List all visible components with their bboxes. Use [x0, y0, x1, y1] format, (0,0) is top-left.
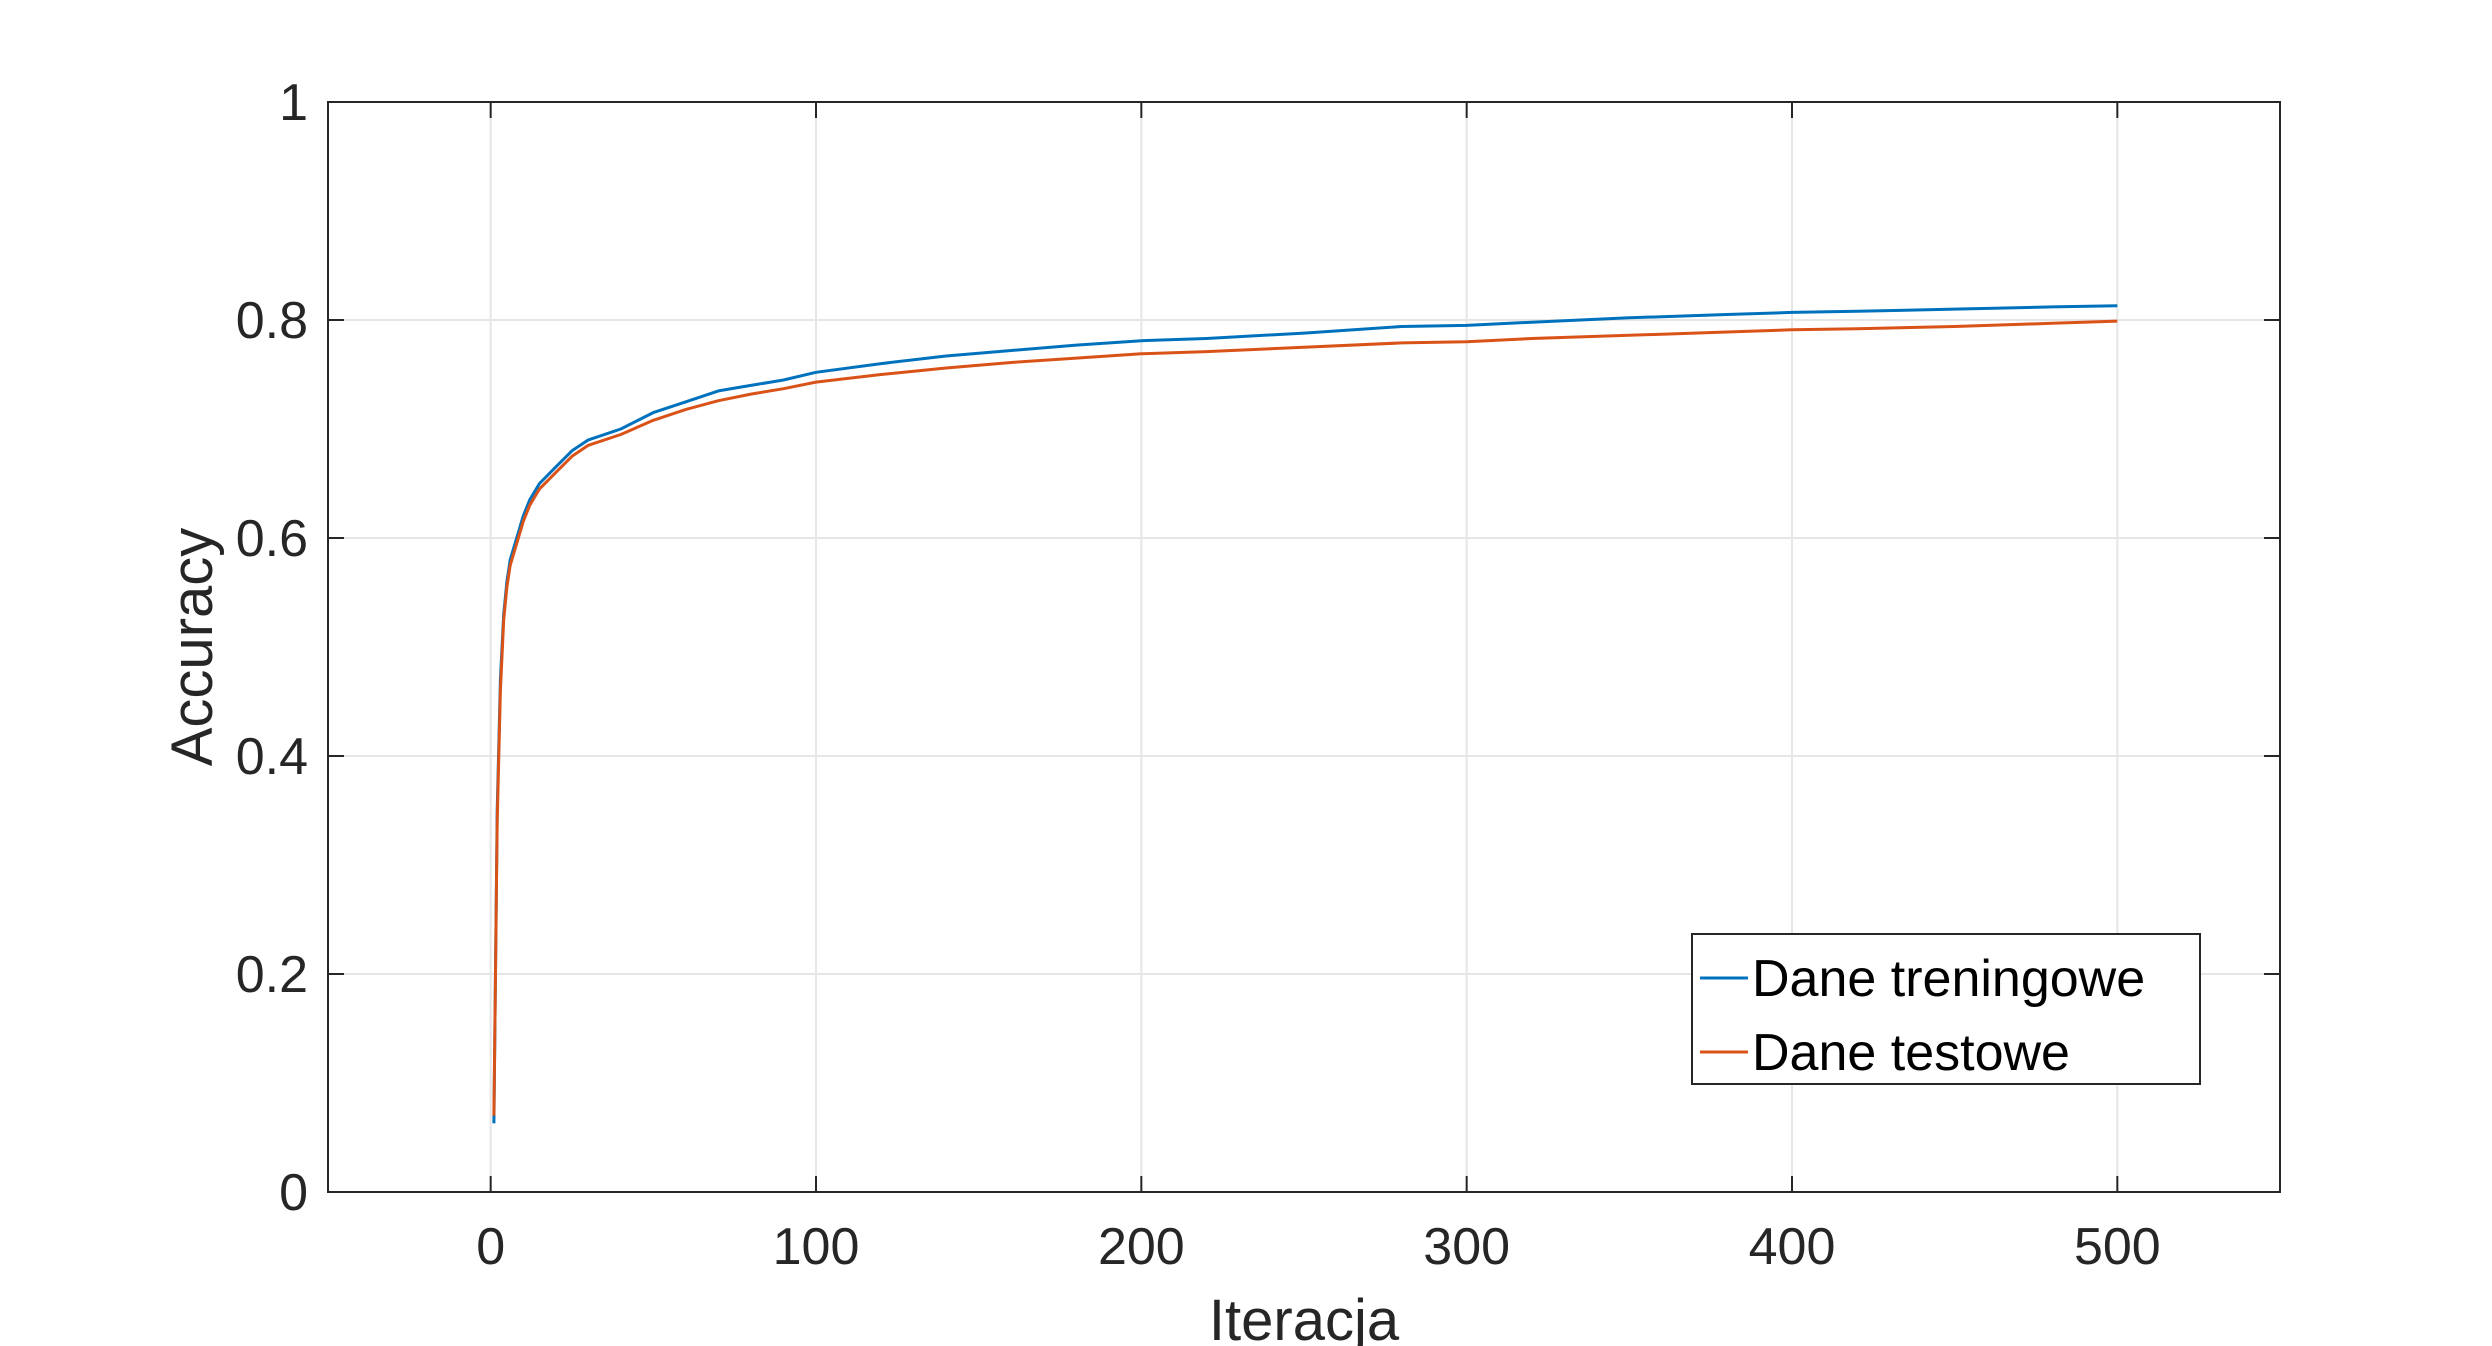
x-tick-label: 300: [1423, 1218, 1510, 1276]
axes-frame: [327, 101, 2281, 1193]
y-tick-label: 0.2: [236, 946, 308, 1004]
y-tick-label: 0.6: [236, 510, 308, 568]
tick-labels: 0 100 200 300 400 500 0 0.2 0.4 0.6 0.8 1: [236, 74, 2161, 1276]
x-tick-label: 100: [773, 1218, 860, 1276]
legend-box: [1691, 933, 2201, 1085]
ticks: [328, 101, 2280, 1193]
y-tick-label: 0.4: [236, 728, 308, 786]
y-tick-label: 0: [279, 1164, 308, 1222]
series-line-test: [492, 319, 2118, 1116]
series-layer: [492, 304, 2118, 1124]
y-axis-label: Accuracy: [160, 528, 225, 767]
x-tick-label: 500: [2074, 1218, 2161, 1276]
legend-label-training: Dane treningowe: [1752, 950, 2145, 1008]
x-tick-label: 0: [476, 1218, 505, 1276]
y-tick-label: 1: [279, 74, 308, 132]
x-tick-label: 200: [1098, 1218, 1185, 1276]
y-tick-label: 0.8: [236, 292, 308, 350]
x-axis-label: Iteracja: [1209, 1288, 1400, 1346]
legend: Dane treningowe Dane testowe: [1691, 933, 2201, 1085]
series-line-training: [492, 304, 2118, 1124]
x-tick-label: 400: [1749, 1218, 1836, 1276]
legend-label-test: Dane testowe: [1752, 1024, 2070, 1082]
